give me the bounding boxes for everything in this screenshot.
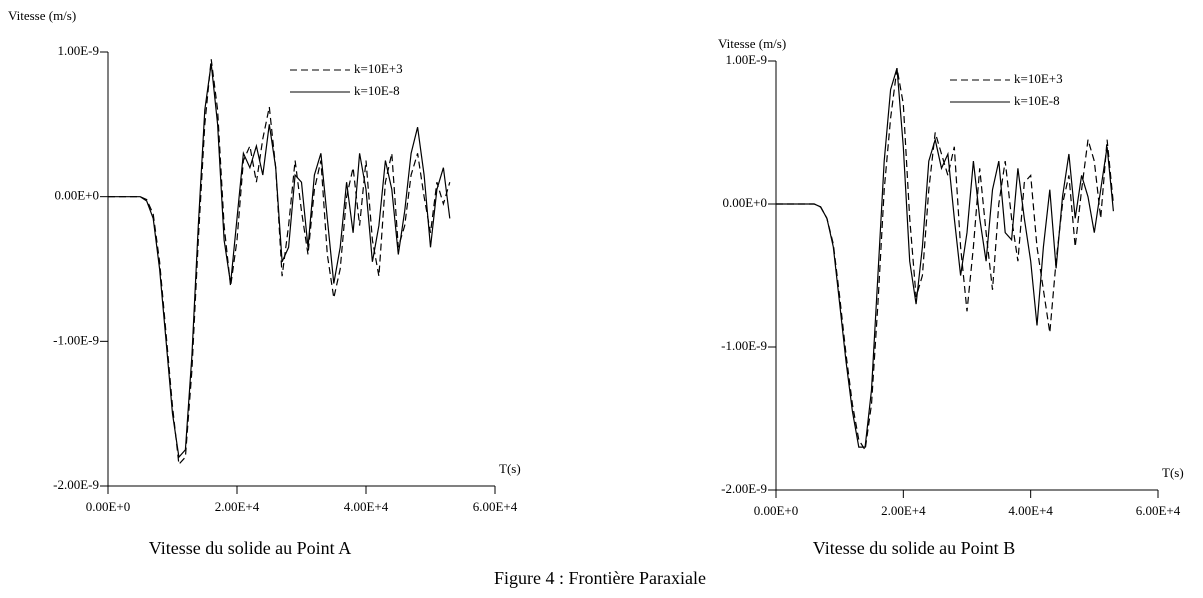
legend-label: k=10E-8 <box>1014 93 1060 108</box>
x-tick-label: 0.00E+0 <box>86 499 131 514</box>
x-tick-label: 4.00E+4 <box>344 499 389 514</box>
legend-label: k=10E+3 <box>354 61 403 76</box>
x-tick-label: 2.00E+4 <box>881 503 926 518</box>
series-line <box>776 68 1114 448</box>
x-tick-label: 6.00E+4 <box>1136 503 1181 518</box>
y-tick-label: -1.00E-9 <box>721 338 767 353</box>
y-tick-label: 0.00E+0 <box>722 195 767 210</box>
chart-title: Vitesse du solide au Point B <box>813 538 1015 558</box>
y-tick-label: 1.00E-9 <box>725 52 767 67</box>
x-tick-label: 6.00E+4 <box>473 499 518 514</box>
y-tick-label: -1.00E-9 <box>53 332 99 347</box>
y-tick-label: -2.00E-9 <box>721 481 767 496</box>
x-axis-label: T(s) <box>1162 465 1184 480</box>
chart-title: Vitesse du solide au Point A <box>149 538 351 558</box>
legend-label: k=10E-8 <box>354 83 400 98</box>
series-line <box>776 68 1114 452</box>
x-tick-label: 0.00E+0 <box>754 503 799 518</box>
y-axis-label: Vitesse (m/s) <box>718 36 786 51</box>
legend-label: k=10E+3 <box>1014 71 1063 86</box>
y-axis-label: Vitesse (m/s) <box>8 8 76 23</box>
x-axis-label: T(s) <box>499 461 521 476</box>
x-tick-label: 2.00E+4 <box>215 499 260 514</box>
y-tick-label: -2.00E-9 <box>53 477 99 492</box>
y-tick-label: 0.00E+0 <box>54 188 99 203</box>
y-tick-label: 1.00E-9 <box>57 43 99 58</box>
series-line <box>108 63 451 459</box>
figure-caption: Figure 4 : Frontière Paraxiale <box>494 568 706 588</box>
x-tick-label: 4.00E+4 <box>1008 503 1053 518</box>
